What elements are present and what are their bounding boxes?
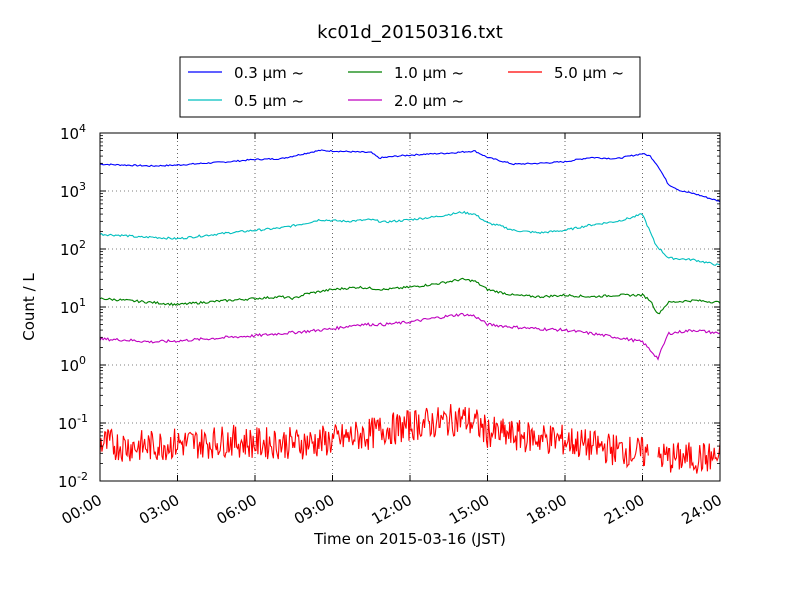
series-line-1 [99, 210, 721, 266]
x-axis-ticks: 00:00 03:00 06:00 09:00 12:00 15:00 18:00 21:00… [59, 133, 725, 528]
y-axis-label: Count / L [20, 273, 38, 341]
y-tick-label: 103 [60, 180, 86, 201]
legend: 0.3 μm ~ 0.5 μm ~ 1.0 μm ~ 2.0 μm ~ 5.0 μm ~ [179, 56, 641, 118]
grid-lines [100, 133, 720, 481]
y-tick-label: 101 [60, 296, 86, 317]
x-tick-label: 09:00 [291, 491, 337, 528]
y-tick-label: 10-2 [58, 470, 88, 491]
legend-label-1: 0.5 μm ~ [234, 92, 304, 110]
x-tick-label: 21:00 [601, 491, 647, 528]
legend-label-4: 5.0 μm ~ [554, 64, 624, 82]
x-tick-label: 00:00 [59, 491, 105, 528]
x-tick-label: 03:00 [136, 491, 182, 528]
legend-label-2: 1.0 μm ~ [394, 64, 464, 82]
legend-box [179, 56, 641, 118]
legend-label-0: 0.3 μm ~ [234, 64, 304, 82]
x-tick-label: 06:00 [214, 491, 260, 528]
y-tick-label: 102 [60, 238, 86, 259]
x-tick-label: 12:00 [369, 491, 415, 528]
x-tick-label: 24:00 [679, 491, 725, 528]
x-axis-label: Time on 2015-03-16 (JST) [313, 530, 506, 548]
x-tick-label: 18:00 [524, 491, 570, 528]
legend-label-3: 2.0 μm ~ [394, 92, 464, 110]
chart-title: kc01d_20150316.txt [317, 22, 503, 43]
data-series [99, 149, 721, 474]
series-line-0 [99, 149, 721, 203]
y-axis-ticks: 10-2 10-1 100 101 102 103 104 [58, 122, 720, 491]
y-tick-label: 10-1 [58, 412, 88, 433]
series-line-2 [99, 277, 721, 315]
y-tick-label: 104 [60, 122, 86, 143]
x-tick-label: 15:00 [446, 491, 492, 528]
y-tick-label: 100 [60, 354, 86, 375]
series-line-4 [99, 404, 721, 474]
series-line-3 [99, 312, 721, 361]
